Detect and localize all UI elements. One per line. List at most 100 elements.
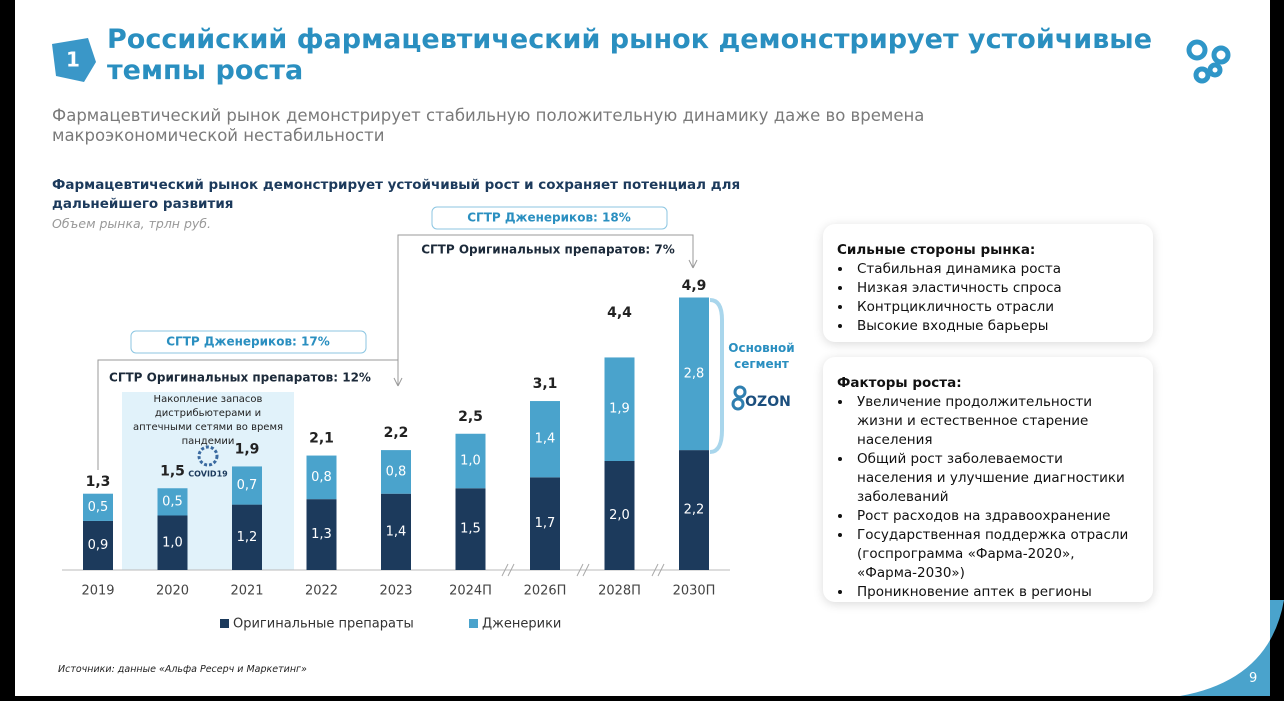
total-label: 2,2 xyxy=(384,425,409,441)
title: Российский фармацевтический рынок демонс… xyxy=(107,24,1153,86)
annotation: СГТР Дженериков: 18% xyxy=(467,211,631,225)
value-label: 1,4 xyxy=(386,524,407,539)
bar-segment xyxy=(604,357,635,461)
panel-item: Государственная поддержка отрасли (госпр… xyxy=(853,526,1139,583)
panel-item: Низкая эластичность спроса xyxy=(853,279,1139,298)
total-label: 3,1 xyxy=(533,376,558,392)
total-label: 2,1 xyxy=(309,431,334,447)
value-label: 1,4 xyxy=(535,432,556,447)
x-tick-label: 2019 xyxy=(81,584,114,599)
value-label: 2,8 xyxy=(684,366,705,381)
panel-list: Увеличение продолжительности жизни и ест… xyxy=(837,393,1139,602)
ozon-label: OZON xyxy=(745,394,791,410)
value-label: 2,0 xyxy=(609,508,630,523)
total-label: 4,9 xyxy=(682,278,707,294)
value-label: 1,0 xyxy=(460,454,481,469)
total-label: 2,5 xyxy=(458,409,483,425)
total-label: 1,9 xyxy=(235,441,260,457)
panel-item: Контрцикличность отрасли xyxy=(853,298,1139,317)
annotation: СГТР Дженериков: 17% xyxy=(166,335,330,349)
panel: Факторы роста: Увеличение продолжительнос… xyxy=(823,357,1153,602)
subtitle: Фармацевтический рынок демонстрирует ста… xyxy=(52,106,925,145)
segment-bracket xyxy=(709,298,724,454)
total-label: 4,4 xyxy=(607,305,632,321)
panel-item: Высокие входные барьеры xyxy=(853,317,1139,336)
x-tick-label: 2024П xyxy=(449,584,492,599)
badge-number: 1 xyxy=(66,48,80,72)
value-label: 2,2 xyxy=(684,503,705,518)
panel: Сильные стороны рынка: Стабильная динамик… xyxy=(823,224,1153,342)
bar-segment xyxy=(381,450,411,494)
panel-item: Рост расходов на здравоохранение xyxy=(853,507,1139,526)
bar-segment xyxy=(530,477,560,570)
covid-icon xyxy=(197,445,219,467)
x-tick-label: 2020 xyxy=(156,584,189,599)
annotation: СГТР Оригинальных препаратов: 7% xyxy=(421,243,675,257)
value-label: 0,9 xyxy=(88,538,109,553)
pandemic-note: Накопление запасов дистрибьютерами и апт… xyxy=(132,394,284,447)
legend-label: Оригинальные препараты xyxy=(233,617,414,632)
x-tick-label: 2030П xyxy=(673,584,716,599)
logo xyxy=(1186,39,1231,84)
panel-title: Факторы роста: xyxy=(837,375,962,391)
x-tick-label: 2023 xyxy=(379,584,412,599)
panel-item: Общий рост заболеваемости населения и ул… xyxy=(853,450,1139,507)
value-label: 0,7 xyxy=(237,478,258,493)
total-label: 1,3 xyxy=(86,474,111,490)
cagr-brackets xyxy=(97,234,698,470)
legend-swatch xyxy=(469,619,478,628)
bar-segment xyxy=(83,520,113,570)
x-tick-label: 2026П xyxy=(524,584,567,599)
bar-segment xyxy=(679,297,709,451)
badge xyxy=(52,38,96,82)
panel-item: Увеличение продолжительности жизни и ест… xyxy=(853,393,1139,450)
bar-segment xyxy=(679,450,709,570)
panel-item: Проникновение аптек в регионы xyxy=(853,583,1139,602)
bar-segment xyxy=(157,515,188,570)
value-label: 1,2 xyxy=(237,530,258,545)
cagr-box xyxy=(130,330,367,354)
segment-label: Основной сегмент xyxy=(728,341,795,371)
bar-segment xyxy=(381,493,411,570)
axis-breaks xyxy=(501,563,665,577)
annotation: СГТР Оригинальных препаратов: 12% xyxy=(109,371,371,385)
corner-decor xyxy=(1180,600,1284,696)
bar-segment xyxy=(232,466,262,505)
ozon-icon xyxy=(731,385,747,411)
total-label: 1,5 xyxy=(160,463,185,479)
bar-segment xyxy=(604,461,635,570)
chart-title: Фармацевтический рынок демонстрирует уст… xyxy=(52,177,741,212)
x-tick-label: 2021 xyxy=(230,584,263,599)
legend-swatch xyxy=(220,619,229,628)
value-label: 1,9 xyxy=(609,402,630,417)
pandemic-band xyxy=(122,392,294,570)
value-label: 1,5 xyxy=(460,522,481,537)
x-tick-label: 2028П xyxy=(598,584,641,599)
panel-list: Стабильная динамика ростаНизкая эластичн… xyxy=(837,260,1139,336)
cagr-box xyxy=(431,206,668,230)
value-label: 0,8 xyxy=(386,464,407,479)
bar-segment xyxy=(306,455,337,500)
bar-segment xyxy=(530,401,560,478)
value-label: 1,0 xyxy=(162,535,183,550)
panel-title: Сильные стороны рынка: xyxy=(837,242,1036,258)
value-label: 0,5 xyxy=(88,500,109,515)
value-label: 1,3 xyxy=(311,527,332,542)
bar-segment xyxy=(157,488,188,516)
source: Источники: данные «Альфа Ресерч и Маркет… xyxy=(58,664,307,675)
covid-label: COVID19 xyxy=(188,470,228,479)
panel-item: Стабильная динамика роста xyxy=(853,260,1139,279)
chart-subtitle: Объем рынка, трлн руб. xyxy=(52,216,211,231)
bar-segment xyxy=(455,488,486,570)
bar-segment xyxy=(455,433,486,489)
bar-segment xyxy=(306,499,337,570)
x-tick-label: 2022 xyxy=(305,584,338,599)
bar-segment xyxy=(83,493,113,521)
value-label: 0,8 xyxy=(311,470,332,485)
page-number: 9 xyxy=(1249,671,1258,686)
value-label: 1,7 xyxy=(535,516,556,531)
bar-segment xyxy=(232,504,262,570)
legend-label: Дженерики xyxy=(482,617,561,632)
